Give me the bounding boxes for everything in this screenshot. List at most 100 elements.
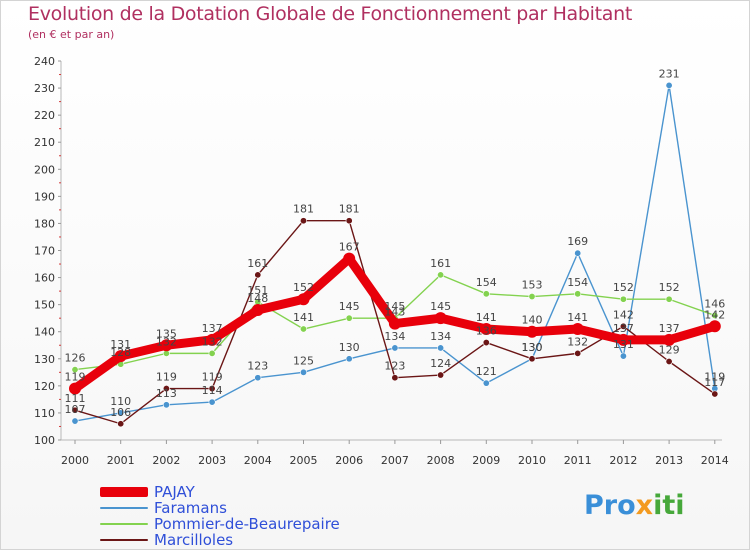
data-point [254,374,262,382]
data-point [574,249,582,257]
y-tick-label: 110 [34,407,55,420]
legend-item-pajay: PAJAY [100,484,340,500]
data-point [528,355,536,363]
data-label: 145 [384,300,405,313]
data-point [345,355,353,363]
data-label: 161 [247,257,268,270]
y-tick-label: 160 [34,272,55,285]
data-point [480,323,493,336]
data-label: 134 [384,330,405,343]
data-label: 130 [522,341,543,354]
data-label: 111 [65,392,86,405]
data-label: 119 [704,371,725,384]
data-label: 128 [110,346,131,359]
y-tick-label: 120 [34,380,55,393]
data-point [117,409,125,417]
data-point [388,317,401,330]
data-label: 110 [110,395,131,408]
data-label: 134 [430,330,451,343]
y-tick-label: 200 [34,163,55,176]
data-label: 142 [613,308,634,321]
y-tick-label: 170 [34,245,55,258]
x-tick-label: 2010 [518,454,546,467]
x-tick-label: 2006 [335,454,363,467]
data-label: 151 [247,284,268,297]
proxiti-logo: Proxiti [584,490,685,521]
data-label: 141 [476,311,497,324]
legend: PAJAY Faramans Pommier-de-Beaurepaire Ma… [100,484,340,548]
data-label: 132 [202,335,223,348]
y-tick-label: 210 [34,136,55,149]
data-point [117,420,125,428]
data-point [482,379,490,387]
data-label: 121 [476,365,497,378]
legend-swatch-faramans [100,507,148,509]
data-point [208,349,216,357]
data-point [711,311,719,319]
y-tick-label: 130 [34,353,55,366]
data-point [665,81,673,89]
data-label: 169 [567,235,588,248]
y-tick-label: 150 [34,299,55,312]
x-tick-label: 2014 [701,454,729,467]
data-label: 181 [339,203,360,216]
data-label: 130 [339,341,360,354]
data-point [71,417,79,425]
data-label: 136 [476,325,497,338]
data-point [665,357,673,365]
data-point [345,217,353,225]
legend-item-faramans: Faramans [100,500,340,516]
data-label: 152 [613,281,634,294]
series-lines [69,81,721,428]
data-label: 137 [613,322,634,335]
data-label: 119 [156,371,177,384]
data-point [71,406,79,414]
data-point [251,304,264,317]
data-point [437,371,445,379]
legend-swatch-marcilloles [100,539,148,541]
data-label: 119 [65,371,86,384]
data-label: 148 [247,292,268,305]
data-label: 152 [659,281,680,294]
x-tick-label: 2008 [427,454,455,467]
data-point [665,295,673,303]
data-point [571,323,584,336]
data-point [69,382,81,395]
data-point [297,293,310,306]
data-label: 117 [704,376,725,389]
data-label: 146 [704,297,725,310]
data-label: 119 [202,371,223,384]
x-tick-label: 2012 [609,454,637,467]
data-label: 140 [522,314,543,327]
y-tick-label: 140 [34,326,55,339]
data-label: 141 [293,311,314,324]
chart-subtitle: (en € et par an) [28,28,115,41]
y-tick-label: 180 [34,217,55,230]
legend-item-pommier: Pommier-de-Beaurepaire [100,516,340,532]
data-label: 123 [247,360,268,373]
data-point [299,368,307,376]
data-label: 154 [476,276,497,289]
data-point [208,385,216,393]
data-point [708,320,721,333]
data-label: 132 [567,335,588,348]
axes: 100 110 120 130 140 150 160 170 180 190 200 210 220 2… [34,55,729,467]
data-label: 124 [430,357,451,370]
data-point [619,295,627,303]
data-point [619,322,627,330]
data-point [574,349,582,357]
data-point [437,344,445,352]
chart-title: Evolution de la Dotation Globale de Fonc… [28,3,633,25]
legend-swatch-pajay [100,487,148,497]
legend-swatch-pommier [100,523,148,525]
legend-label-pommier: Pommier-de-Beaurepaire [154,515,340,533]
data-label: 131 [613,338,634,351]
data-label: 152 [293,281,314,294]
data-label: 141 [567,311,588,324]
data-label: 167 [339,241,360,254]
x-tick-label: 2007 [381,454,409,467]
legend-item-marcilloles: Marcilloles [100,532,340,548]
legend-label-faramans: Faramans [154,499,227,517]
